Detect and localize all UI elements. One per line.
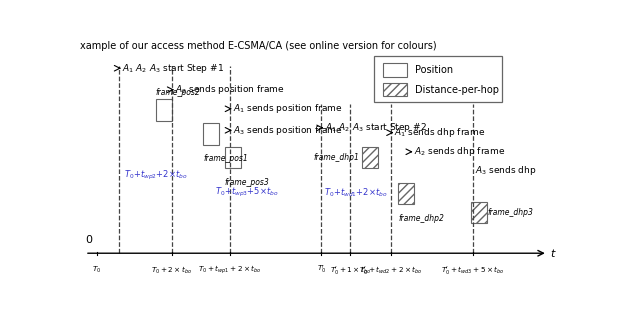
Bar: [156, 99, 172, 121]
Text: $T_0'+t_{wd3}+5\times t_{bo}$: $T_0'+t_{wd3}+5\times t_{bo}$: [441, 264, 505, 276]
Text: $T_0$+$t_{wp3}$+$5$$\times$$t_{bo}$: $T_0$+$t_{wp3}$+$5$$\times$$t_{bo}$: [215, 186, 279, 199]
Bar: [383, 83, 407, 96]
Text: Distance-per-hop: Distance-per-hop: [415, 85, 499, 95]
Text: frame_pos3: frame_pos3: [225, 178, 269, 187]
Text: xample of our access method E-CSMA/CA (see online version for colours): xample of our access method E-CSMA/CA (s…: [80, 41, 437, 51]
Text: $T_0+t_{wp1}+2\times t_{bo}$: $T_0+t_{wp1}+2\times t_{bo}$: [198, 264, 261, 276]
Text: $A_1$ sends position frame: $A_1$ sends position frame: [233, 102, 343, 115]
Text: $T_0+2\times t_{bo}$: $T_0+2\times t_{bo}$: [151, 264, 192, 276]
Text: $t$: $t$: [550, 247, 557, 259]
Text: frame_dhp2: frame_dhp2: [398, 214, 444, 223]
Bar: [374, 56, 502, 102]
Text: $A_2$ sends position frame: $A_2$ sends position frame: [175, 83, 285, 96]
Text: $A_1$ sends dhp frame: $A_1$ sends dhp frame: [394, 126, 486, 139]
Text: Position: Position: [415, 65, 453, 75]
Bar: [362, 147, 378, 169]
Text: frame_dhp3: frame_dhp3: [487, 208, 533, 217]
Text: 0: 0: [85, 235, 92, 245]
Text: frame_pos1: frame_pos1: [203, 154, 248, 163]
Bar: [203, 123, 219, 144]
Text: $A_2$ sends dhp frame: $A_2$ sends dhp frame: [414, 145, 506, 158]
Text: $A_3$ sends dhp: $A_3$ sends dhp: [475, 164, 537, 177]
Text: $A_1$ $A_2$ $A_3$ start Step #1: $A_1$ $A_2$ $A_3$ start Step #1: [122, 62, 224, 75]
Text: $T_0'+t_{wd2}+2\times t_{bo}$: $T_0'+t_{wd2}+2\times t_{bo}$: [360, 264, 423, 276]
Text: $A_1$ $A_2$ $A_3$ start Step #2: $A_1$ $A_2$ $A_3$ start Step #2: [325, 122, 426, 135]
Text: frame_dhp1: frame_dhp1: [314, 153, 360, 162]
Text: $T_0$+$t_{wp2}$+$2$$\times$$t_{bo}$: $T_0$+$t_{wp2}$+$2$$\times$$t_{bo}$: [124, 169, 187, 182]
Text: frame_pos2: frame_pos2: [156, 88, 200, 97]
Bar: [398, 183, 414, 204]
Bar: [383, 64, 407, 77]
Text: $A_3$ sends position frame: $A_3$ sends position frame: [233, 124, 343, 137]
Text: $T_0'+1\times t_{bo}$: $T_0'+1\times t_{bo}$: [330, 264, 371, 276]
Bar: [471, 202, 486, 224]
Text: $T_0$+$t_{wd1}$+$2$$\times$$t_{bo}$: $T_0$+$t_{wd1}$+$2$$\times$$t_{bo}$: [323, 186, 387, 199]
Text: $T_0'$: $T_0'$: [317, 264, 326, 276]
Text: $T_0$: $T_0$: [93, 265, 101, 275]
Bar: [225, 147, 241, 169]
